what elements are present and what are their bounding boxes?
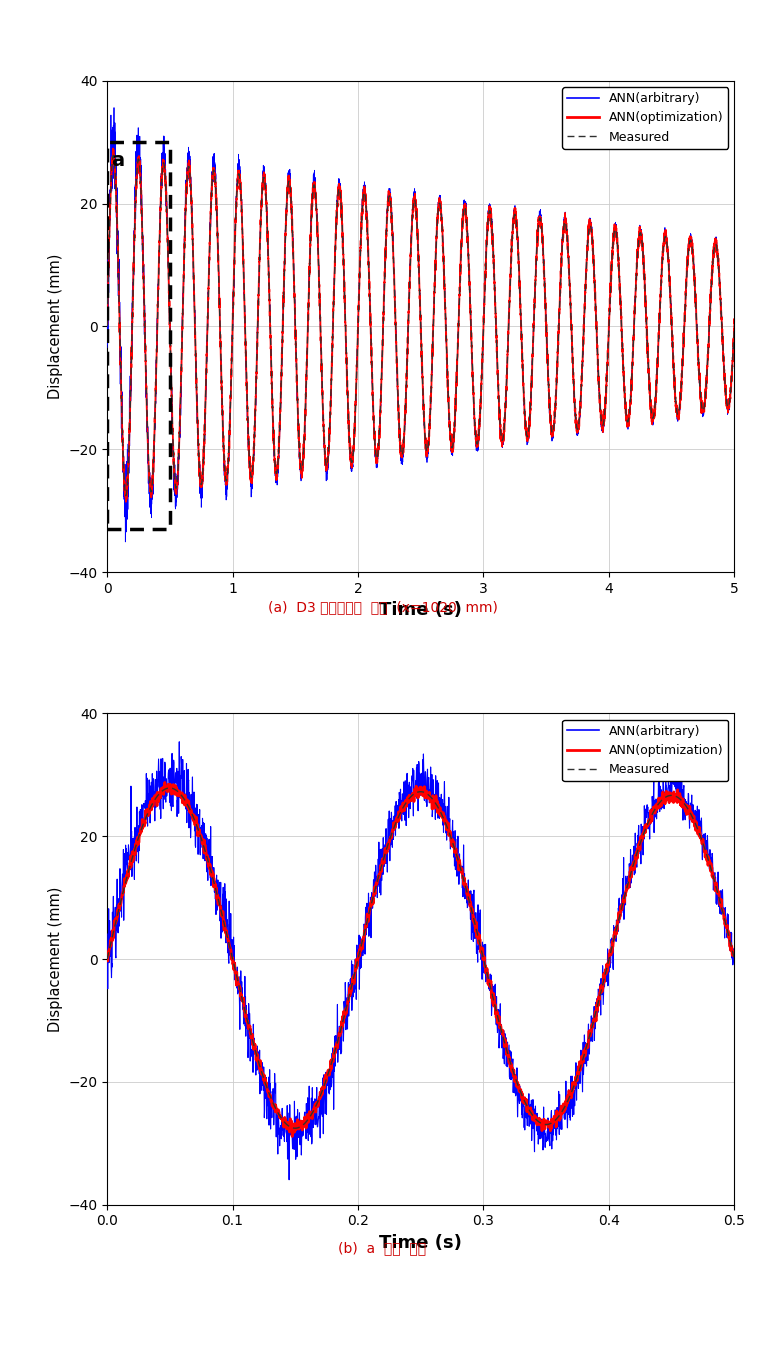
X-axis label: Time (s): Time (s): [379, 1234, 462, 1252]
X-axis label: Time (s): Time (s): [379, 602, 462, 619]
Legend: ANN(arbitrary), ANN(optimization), Measured: ANN(arbitrary), ANN(optimization), Measu…: [562, 720, 728, 781]
Y-axis label: Displacement (mm): Displacement (mm): [47, 253, 63, 400]
Legend: ANN(arbitrary), ANN(optimization), Measured: ANN(arbitrary), ANN(optimization), Measu…: [562, 87, 728, 148]
Text: a: a: [112, 151, 125, 171]
Y-axis label: Displacement (mm): Displacement (mm): [47, 886, 63, 1032]
Text: (a)  D3 지점에서의  변위  (x=1020  mm): (a) D3 지점에서의 변위 (x=1020 mm): [268, 600, 497, 614]
Bar: [107, 143, 170, 529]
Text: (b)  a  구간  확대: (b) a 구간 확대: [338, 1241, 427, 1254]
